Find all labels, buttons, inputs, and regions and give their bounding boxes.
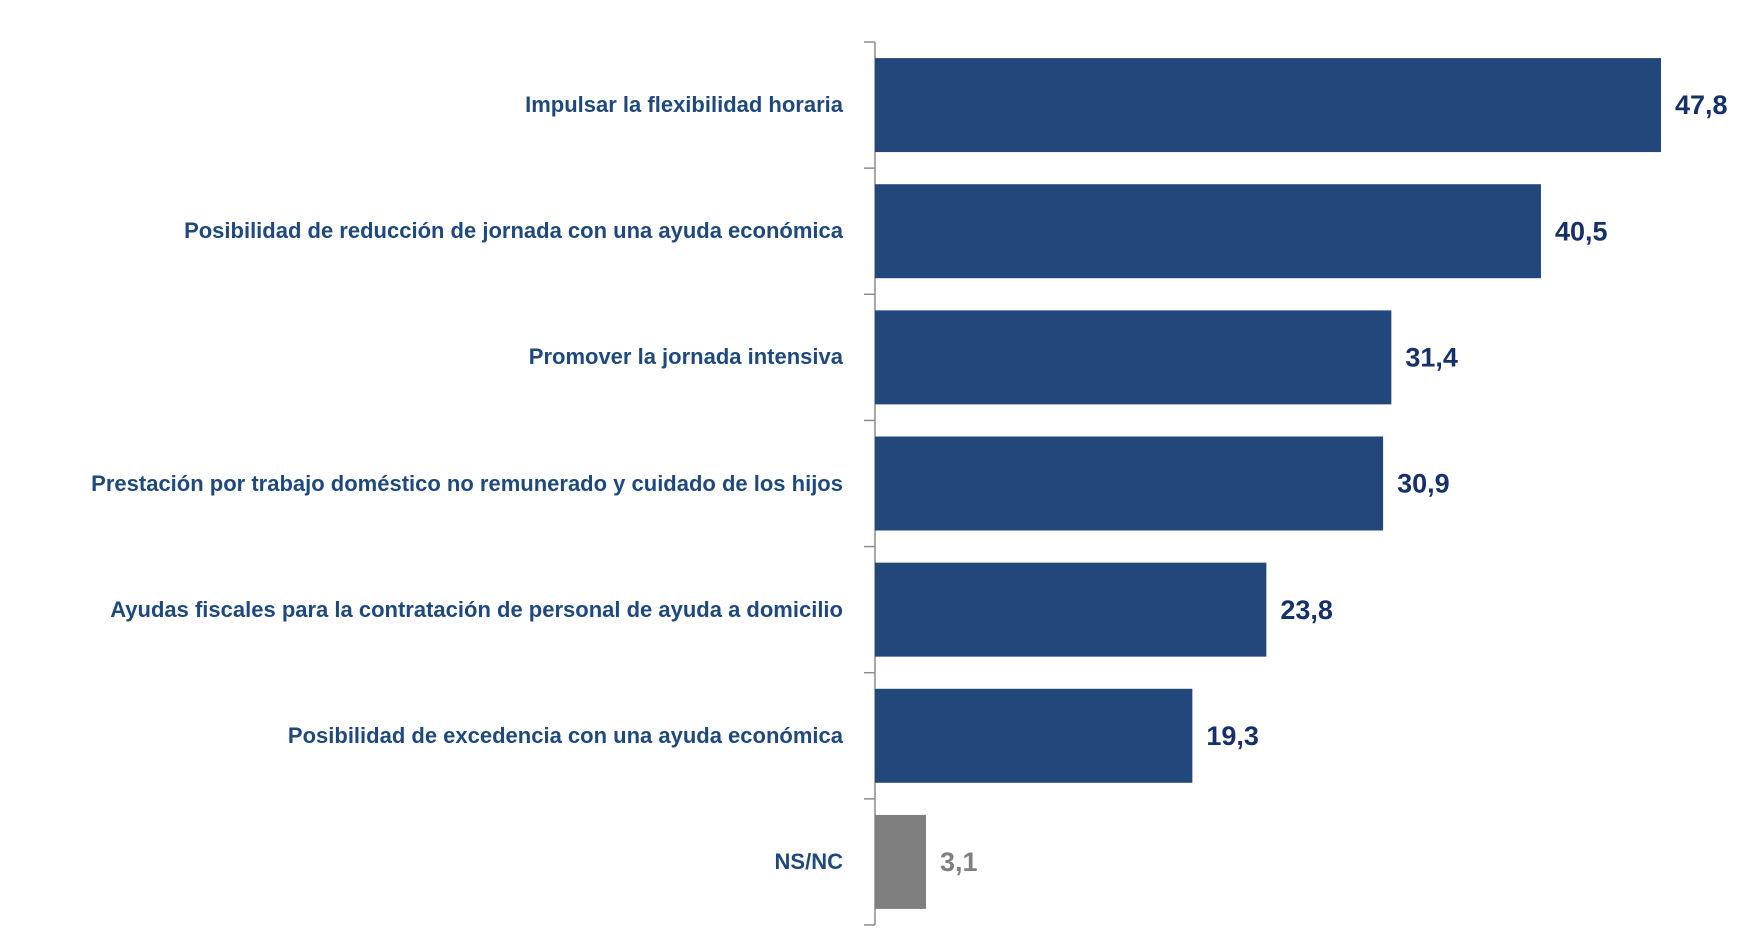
category-label: Posibilidad de excedencia con una ayuda …: [287, 722, 843, 748]
bar: [875, 184, 1541, 279]
value-label: 19,3: [1206, 721, 1259, 751]
category-label: Ayudas fiscales para la contratación de …: [110, 596, 843, 622]
category-label: Promover la jornada intensiva: [528, 344, 843, 370]
value-label: 47,8: [1675, 90, 1728, 120]
bar: [875, 688, 1193, 783]
category-label-box: Ayudas fiscales para la contratación de …: [0, 560, 843, 660]
category-label-box: Posibilidad de excedencia con una ayuda …: [0, 686, 843, 786]
value-label: 30,9: [1397, 469, 1450, 499]
category-label-box: NS/NC: [0, 812, 843, 912]
value-label: 3,1: [940, 847, 978, 877]
bar: [875, 58, 1661, 153]
value-label: 31,4: [1405, 342, 1458, 372]
category-label: Prestación por trabajo doméstico no remu…: [91, 470, 843, 496]
bar: [875, 562, 1267, 657]
value-label: 40,5: [1555, 216, 1608, 246]
category-label-box: Prestación por trabajo doméstico no remu…: [0, 434, 843, 534]
bar: [875, 310, 1392, 405]
category-label-box: Posibilidad de reducción de jornada con …: [0, 181, 843, 281]
bar: [875, 814, 926, 909]
bar: [875, 436, 1384, 531]
value-label: 23,8: [1280, 595, 1333, 625]
category-label: Impulsar la flexibilidad horaria: [525, 92, 843, 118]
category-label: Posibilidad de reducción de jornada con …: [184, 218, 843, 244]
category-label-box: Promover la jornada intensiva: [0, 307, 843, 407]
category-label-box: Impulsar la flexibilidad horaria: [0, 55, 843, 155]
category-label: NS/NC: [774, 848, 843, 874]
